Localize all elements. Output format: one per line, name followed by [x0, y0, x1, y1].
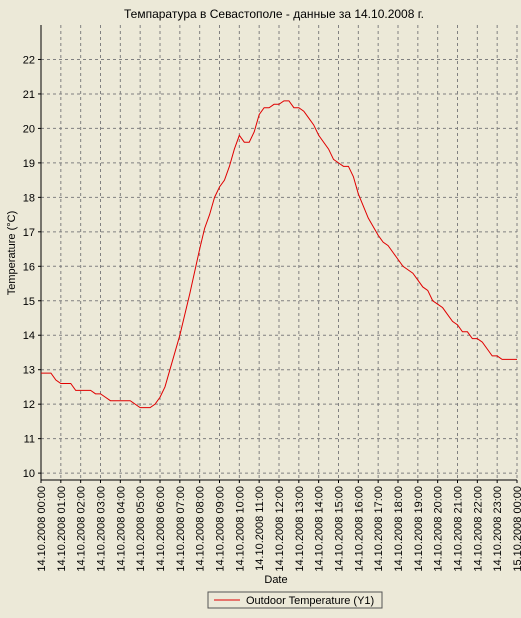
x-tick-label: 14.10.2008 11:00 — [254, 486, 266, 571]
legend-label: Outdoor Temperature (Y1) — [246, 595, 374, 607]
x-tick-label: 14.10.2008 06:00 — [155, 486, 167, 572]
chart-title: Темпаратура в Севастополе - данные за 14… — [124, 7, 424, 21]
y-tick-label: 12 — [23, 399, 35, 411]
x-tick-label: 14.10.2008 03:00 — [96, 486, 108, 572]
x-tick-label: 14.10.2008 10:00 — [234, 486, 246, 572]
y-tick-label: 21 — [23, 89, 35, 101]
x-tick-label: 14.10.2008 13:00 — [294, 486, 306, 572]
y-tick-label: 17 — [23, 227, 35, 239]
x-tick-label: 14.10.2008 15:00 — [334, 486, 346, 572]
y-tick-label: 13 — [23, 365, 35, 377]
x-tick-label: 15.10.2008 00:00 — [512, 486, 521, 572]
y-axis-label: Temperature (°C) — [6, 211, 18, 295]
x-tick-label: 14.10.2008 12:00 — [274, 486, 286, 572]
x-tick-label: 14.10.2008 08:00 — [195, 486, 207, 572]
x-tick-label: 14.10.2008 16:00 — [353, 486, 365, 572]
x-axis-label: Date — [264, 574, 287, 586]
line-series — [41, 100, 517, 409]
x-tick-label: 14.10.2008 20:00 — [433, 486, 445, 572]
x-tick-label: 14.10.2008 14:00 — [314, 486, 326, 572]
y-tick-label: 19 — [23, 158, 35, 170]
x-tick-label: 14.10.2008 00:00 — [36, 486, 48, 572]
y-tick-label: 10 — [23, 468, 35, 480]
x-tick-label: 14.10.2008 01:00 — [56, 486, 68, 572]
y-tick-label: 14 — [23, 330, 35, 342]
x-tick-label: 14.10.2008 07:00 — [175, 486, 187, 572]
legend — [207, 591, 383, 609]
x-tick-label: 14.10.2008 09:00 — [215, 486, 227, 572]
x-tick-label: 14.10.2008 22:00 — [472, 486, 484, 572]
y-tick-label: 22 — [23, 54, 35, 66]
x-tick-label: 14.10.2008 02:00 — [76, 486, 88, 572]
y-tick-label: 20 — [23, 123, 35, 135]
y-tick-label: 11 — [24, 434, 35, 446]
x-tick-label: 14.10.2008 17:00 — [373, 486, 385, 572]
y-tick-label: 16 — [23, 261, 35, 273]
y-tick-label: 15 — [23, 296, 35, 308]
x-tick-label: 14.10.2008 21:00 — [453, 486, 465, 572]
x-tick-label: 14.10.2008 05:00 — [135, 486, 147, 572]
x-tick-label: 14.10.2008 18:00 — [393, 486, 405, 572]
x-tick-label: 14.10.2008 23:00 — [492, 486, 504, 572]
x-tick-label: 14.10.2008 19:00 — [413, 486, 425, 572]
x-tick-label: 14.10.2008 04:00 — [115, 486, 127, 572]
y-tick-label: 18 — [23, 192, 35, 204]
